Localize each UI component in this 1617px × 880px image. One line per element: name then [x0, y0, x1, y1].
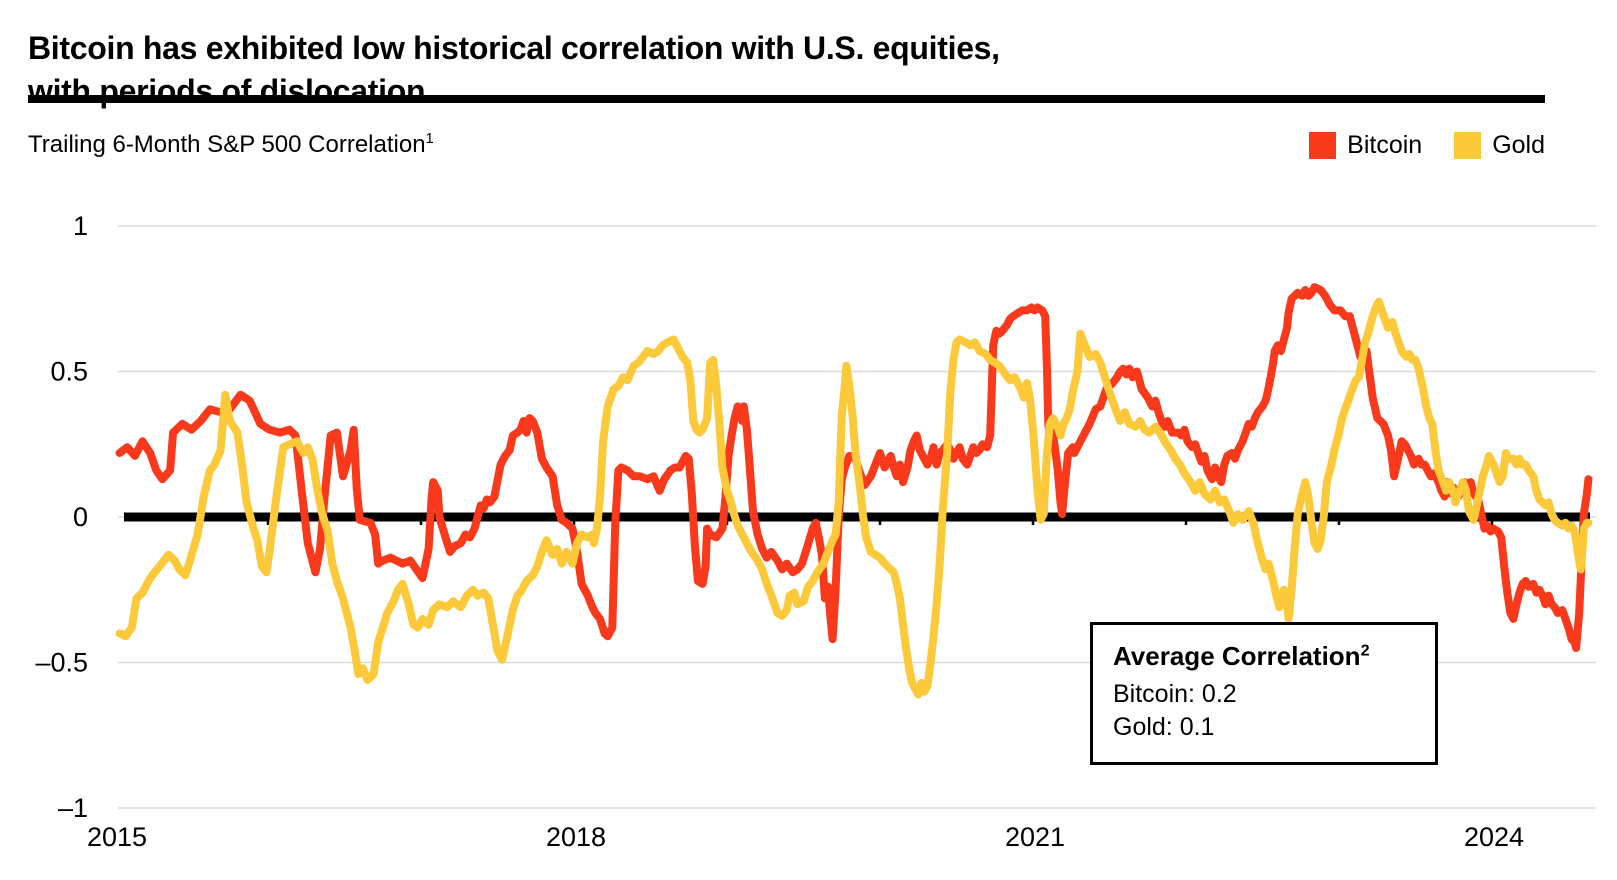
gold-swatch-icon: [1454, 132, 1482, 159]
callout-title: Average Correlation2: [1113, 641, 1415, 672]
callout-bitcoin-value: Bitcoin: 0.2: [1113, 680, 1237, 708]
y-axis-label-1: 1: [73, 211, 88, 241]
bitcoin-line: [115, 283, 1593, 652]
legend-label-gold: Gold: [1492, 131, 1545, 159]
callout-gold-value: Gold: 0.1: [1113, 713, 1215, 741]
gold-line: [115, 297, 1593, 699]
legend-item-bitcoin: Bitcoin: [1309, 131, 1422, 160]
y-axis-label-0: 0: [73, 502, 88, 532]
page-title-line1: Bitcoin has exhibited low historical cor…: [28, 30, 1000, 67]
title-divider-rule: [28, 95, 1545, 103]
x-axis-label-2015: 2015: [87, 822, 147, 852]
y-axis-label--0.5: –0.5: [35, 648, 88, 678]
chart-subtitle: Trailing 6-Month S&P 500 Correlation1: [28, 131, 434, 159]
x-axis-label-2021: 2021: [1005, 822, 1065, 852]
bitcoin-swatch-icon: [1309, 132, 1337, 159]
legend-label-bitcoin: Bitcoin: [1347, 131, 1423, 159]
subtitle-footnote-marker: 1: [425, 131, 434, 147]
chart-subtitle-text: Trailing 6-Month S&P 500 Correlation: [28, 131, 426, 158]
callout-footnote-marker: 2: [1360, 641, 1370, 660]
y-axis-label--1: –1: [58, 793, 88, 823]
x-axis-label-2024: 2024: [1464, 822, 1524, 852]
page-title: Bitcoin has exhibited low historical cor…: [28, 27, 1000, 112]
chart-legend: Bitcoin Gold: [1309, 131, 1545, 160]
average-correlation-callout: Average Correlation2 Bitcoin: 0.2 Gold: …: [1090, 622, 1438, 765]
x-axis-label-2018: 2018: [546, 822, 606, 852]
y-axis-label-0.5: 0.5: [50, 357, 88, 387]
callout-title-text: Average Correlation: [1113, 641, 1361, 671]
legend-item-gold: Gold: [1454, 131, 1545, 160]
